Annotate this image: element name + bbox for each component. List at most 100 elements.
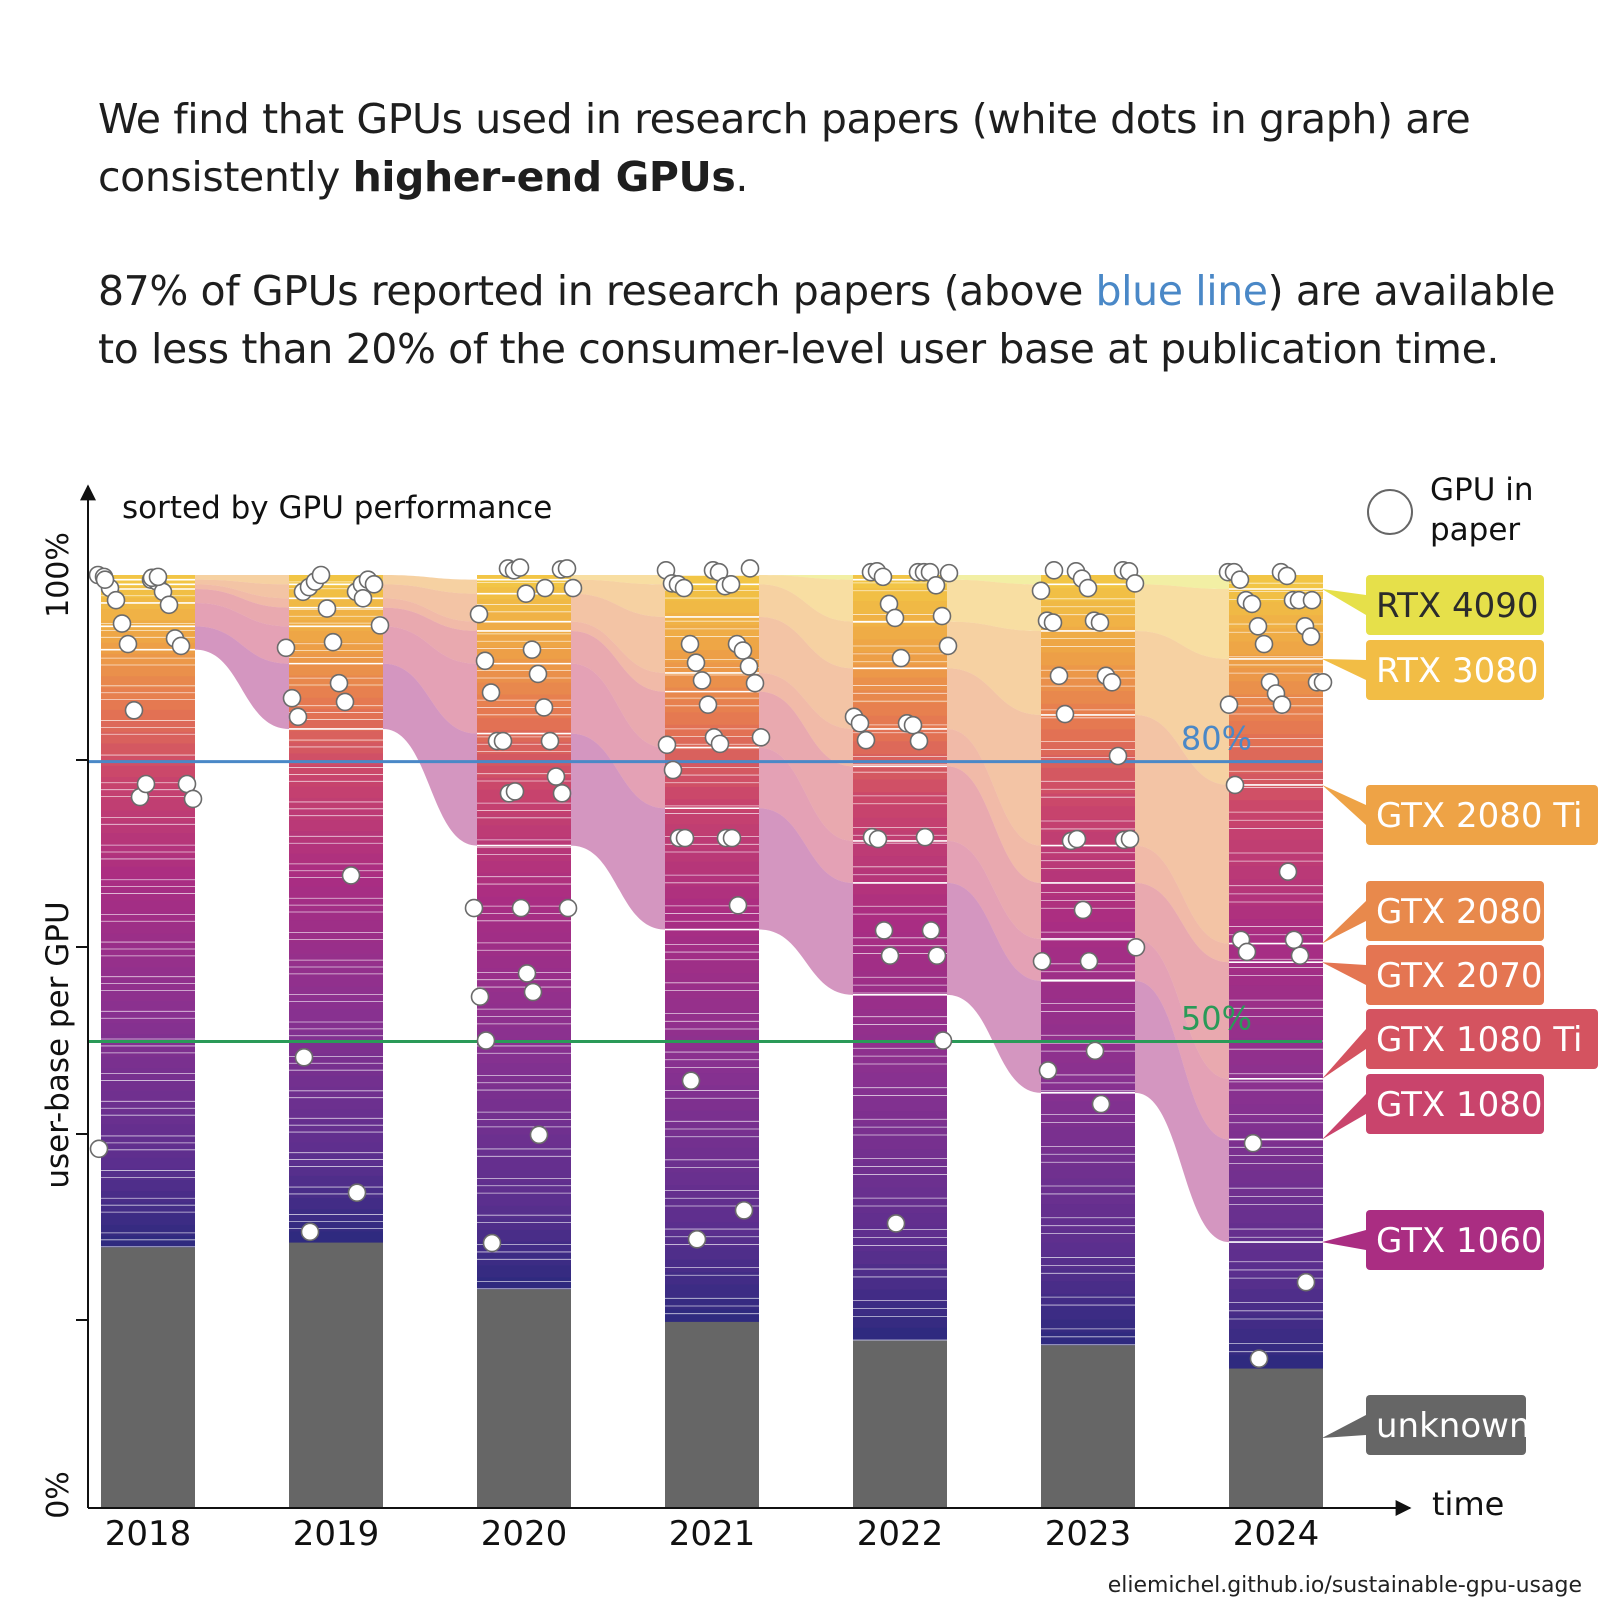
paper-dot <box>1277 566 1297 586</box>
bar-gpu-slice <box>1041 1113 1135 1128</box>
bar-gpu-slice <box>1041 1062 1135 1076</box>
paper-dot <box>663 760 683 780</box>
label-box <box>1366 945 1544 1005</box>
bar-gpu-slice <box>101 888 195 901</box>
bar-gpu-slice <box>1229 641 1323 655</box>
flow-band <box>1135 630 1229 785</box>
flow-band <box>947 575 1041 585</box>
paper-dot <box>335 692 355 712</box>
paper-dot <box>89 1139 109 1159</box>
paper-dot <box>511 898 531 918</box>
paper-dot <box>534 698 554 717</box>
bar-gpu-slice <box>101 843 195 856</box>
bar-gpu-slice <box>665 674 759 688</box>
bar-gpu-slice <box>1229 1183 1323 1197</box>
paper-dot <box>159 595 179 615</box>
bar-gpu-slice <box>101 642 195 654</box>
paper-dot <box>686 653 706 673</box>
bar-gpu-slice <box>853 1238 947 1252</box>
x-tick-label: 2018 <box>105 1514 192 1554</box>
paper-dot <box>880 946 900 965</box>
label-pointer <box>1322 1230 1366 1250</box>
flow-band <box>383 626 477 734</box>
paper-dot <box>136 774 156 794</box>
bar-gpu-slice <box>101 1011 195 1024</box>
paper-dot <box>850 714 870 733</box>
bar-gpu-slice <box>853 1174 947 1188</box>
paper-gpu-dots <box>88 558 1333 1369</box>
label-text: unknown <box>1376 1406 1531 1446</box>
bar-gpu-slice <box>1041 844 1135 858</box>
flow-band <box>947 766 1041 939</box>
bar-gpu-slice <box>477 1027 571 1040</box>
x-tick-label: 2023 <box>1045 1514 1132 1554</box>
bar-gpu-slice <box>665 1159 759 1173</box>
paper-dot <box>552 784 572 803</box>
bar-gpu-slice <box>665 1097 759 1111</box>
bar-gpu-slice <box>1041 600 1135 614</box>
bar-gpu-slice <box>665 1271 759 1285</box>
label-pointer <box>1322 962 1366 985</box>
bar-gpu-slice <box>101 933 195 945</box>
bar-gpu-slice <box>289 786 383 798</box>
bar-gpu-slice <box>477 658 571 671</box>
bar-gpu-slice <box>289 1197 383 1210</box>
bar-gpu-slice <box>477 1205 571 1218</box>
paper-dot <box>540 731 560 751</box>
paper-dot <box>1242 594 1262 614</box>
bar-gpu-slice <box>289 586 383 598</box>
paper-dot <box>516 584 536 603</box>
paper-dot <box>1091 1094 1111 1114</box>
bar-gpu-slice <box>477 1098 571 1111</box>
bar-gpu-slice <box>477 955 571 969</box>
paper-dot <box>728 895 748 915</box>
bar-gpu-slice <box>1041 1075 1135 1089</box>
bar-gpu-slice <box>853 779 947 793</box>
bar-gpu-slice <box>477 1181 571 1195</box>
bar-gpu-slice <box>101 1224 195 1237</box>
bar-gpu-slice <box>1229 1050 1323 1065</box>
flow-band <box>759 747 853 883</box>
flow-band <box>1135 575 1229 589</box>
bar-gpu-slice <box>665 997 759 1011</box>
bar-gpu-slice <box>853 600 947 614</box>
paper-dot <box>1108 746 1128 766</box>
bar-gpu-slice <box>665 749 759 763</box>
bar-unknown-segment <box>101 1246 195 1508</box>
bar-gpu-slice <box>853 1187 947 1201</box>
bar-gpu-slice <box>1041 793 1135 807</box>
label-text: GTX 2070 <box>1376 956 1543 996</box>
bar-gpu-slice <box>289 1030 383 1043</box>
paper-dot <box>470 987 490 1007</box>
bar-gpu-slice <box>289 1008 383 1021</box>
bar-gpu-slice <box>477 1169 571 1183</box>
label-box <box>1366 640 1544 700</box>
bar-gpu-slice <box>665 761 759 775</box>
paper-dot <box>1031 581 1051 601</box>
bar-gpu-slice <box>665 1060 759 1074</box>
bar-gpu-slice <box>853 1072 947 1086</box>
bar-gpu-slice <box>101 1145 195 1158</box>
bar-gpu-slice <box>477 1122 571 1135</box>
paper-dot <box>868 829 888 849</box>
bar-gpu-slice <box>289 597 383 609</box>
bar-gpu-slice <box>1229 773 1323 787</box>
bar-gpu-slice <box>1041 1177 1135 1192</box>
bar-gpu-slice <box>853 791 947 806</box>
bar-gpu-slice <box>1041 934 1135 948</box>
paper-dot <box>903 715 923 735</box>
paper-dot <box>1126 937 1146 957</box>
bar-gpu-slice <box>665 1172 759 1186</box>
bar-gpu-slice <box>289 852 383 865</box>
flow-band <box>383 598 477 631</box>
label-pointer <box>1322 588 1366 615</box>
gpu-label-rtx-4090: RTX 4090 <box>1322 575 1544 635</box>
bar-gpu-slice <box>289 1175 383 1188</box>
paper-dot <box>529 1125 549 1145</box>
bar-gpu-slice <box>477 717 571 731</box>
blue-line-word: blue line <box>1095 267 1268 315</box>
paper-dot <box>1067 829 1087 849</box>
bar-gpu-slice <box>289 719 383 732</box>
paper-dot <box>469 604 489 624</box>
bar-gpu-slice <box>101 899 195 912</box>
